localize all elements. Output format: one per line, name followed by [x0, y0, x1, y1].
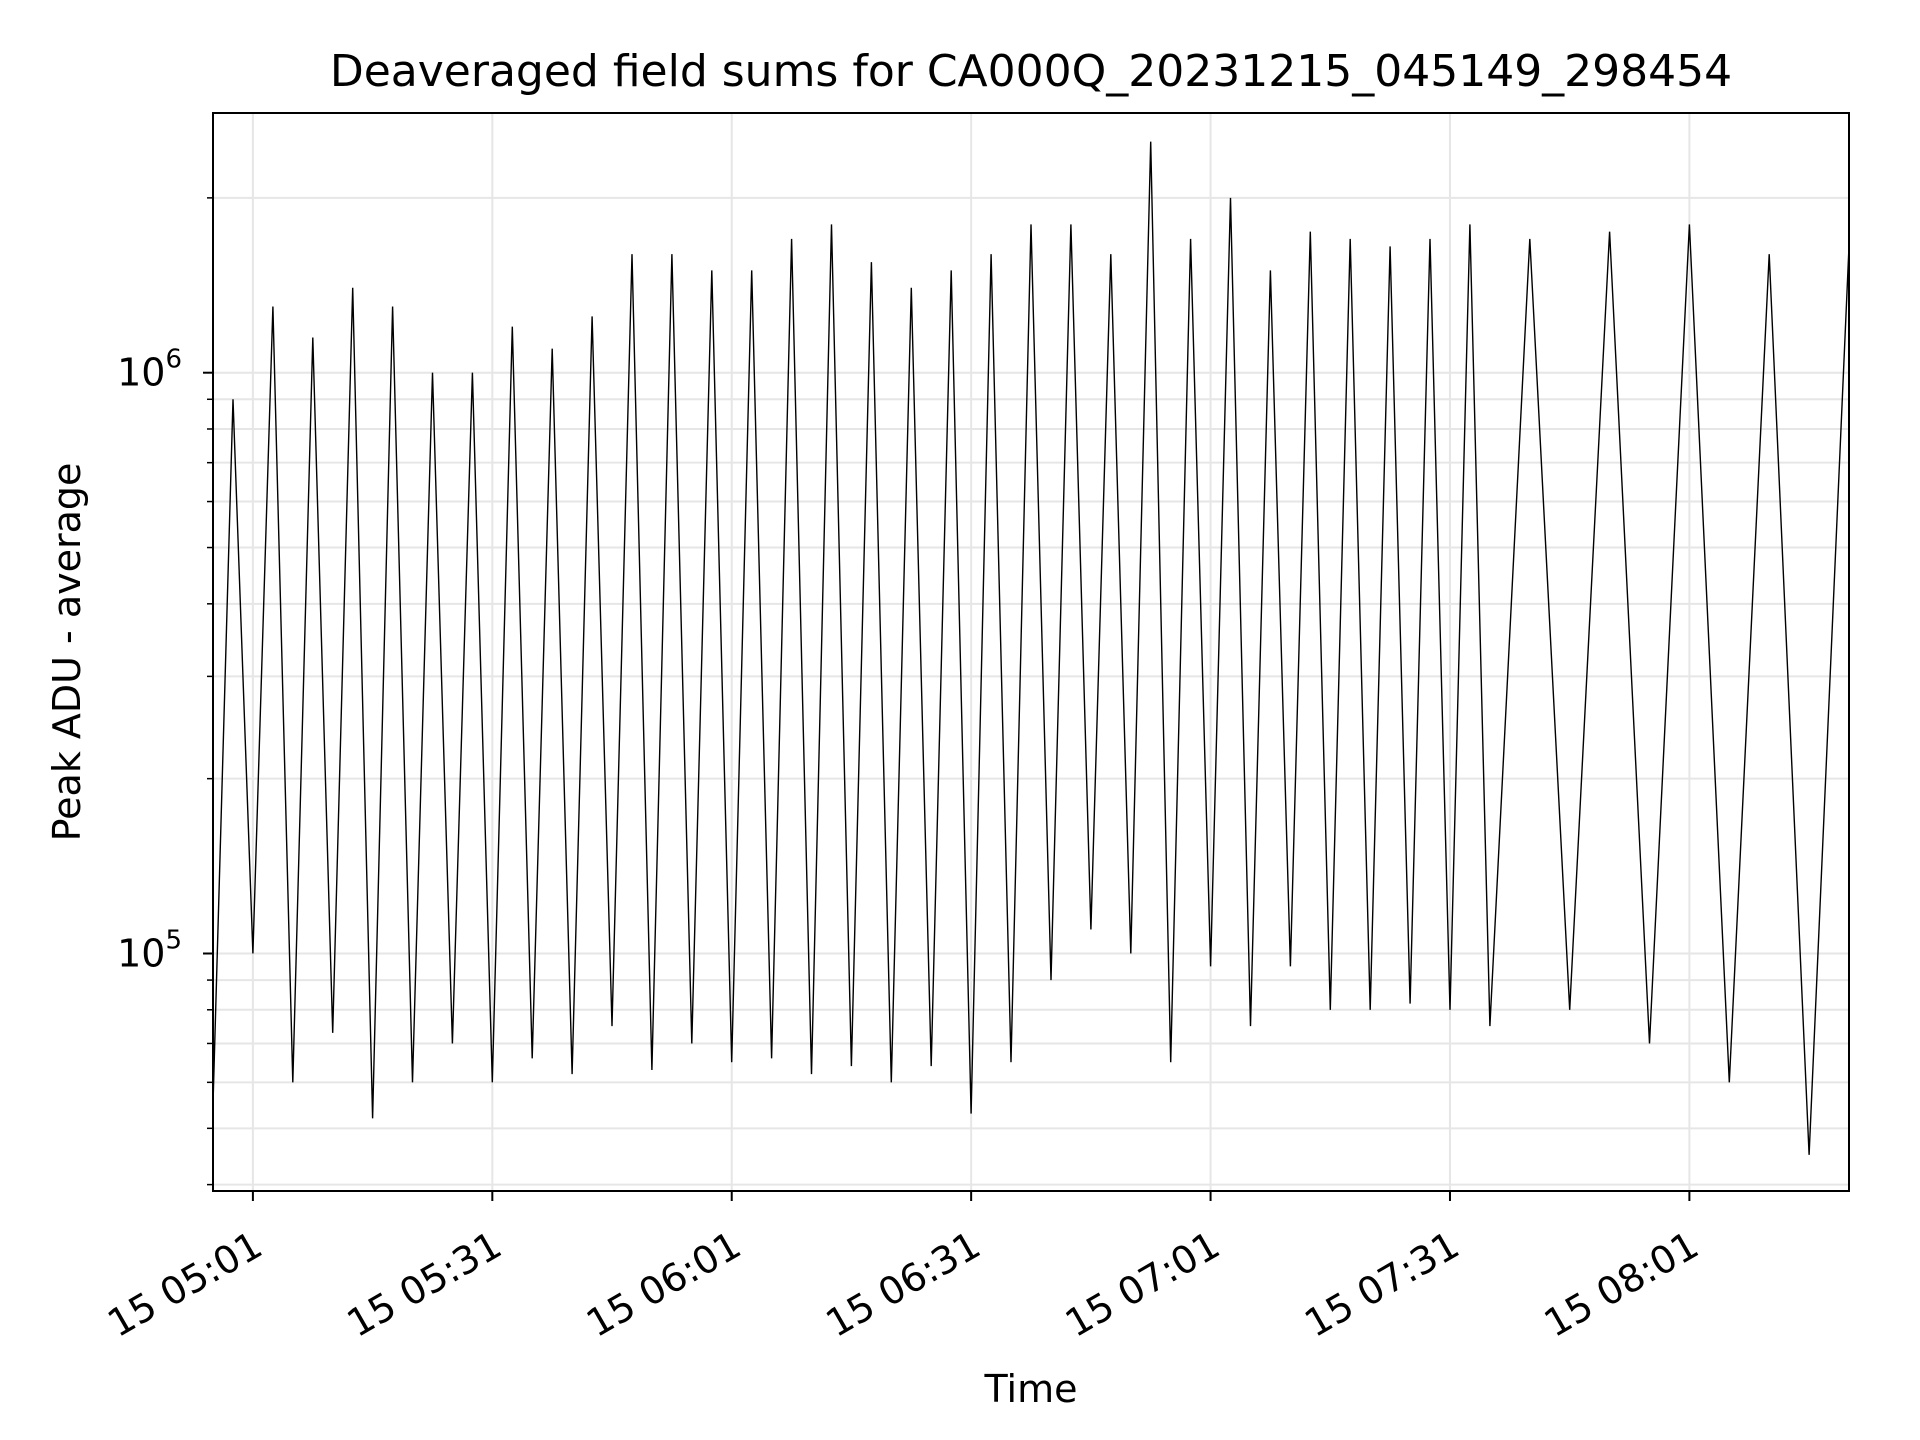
y-tick-label: 105	[117, 925, 182, 975]
data-series	[212, 141, 1850, 1155]
x-axis-label: Time	[984, 1367, 1078, 1411]
plot-frame	[212, 112, 1850, 1192]
grid	[213, 113, 1849, 1191]
y-axis-label: Peak ADU - average	[45, 463, 89, 842]
series-line	[212, 141, 1850, 1155]
y-tick-exponent: 6	[165, 345, 182, 375]
y-tick-exponent: 5	[165, 925, 182, 955]
chart-title: Deaveraged field sums for CA000Q_2023121…	[330, 46, 1732, 97]
